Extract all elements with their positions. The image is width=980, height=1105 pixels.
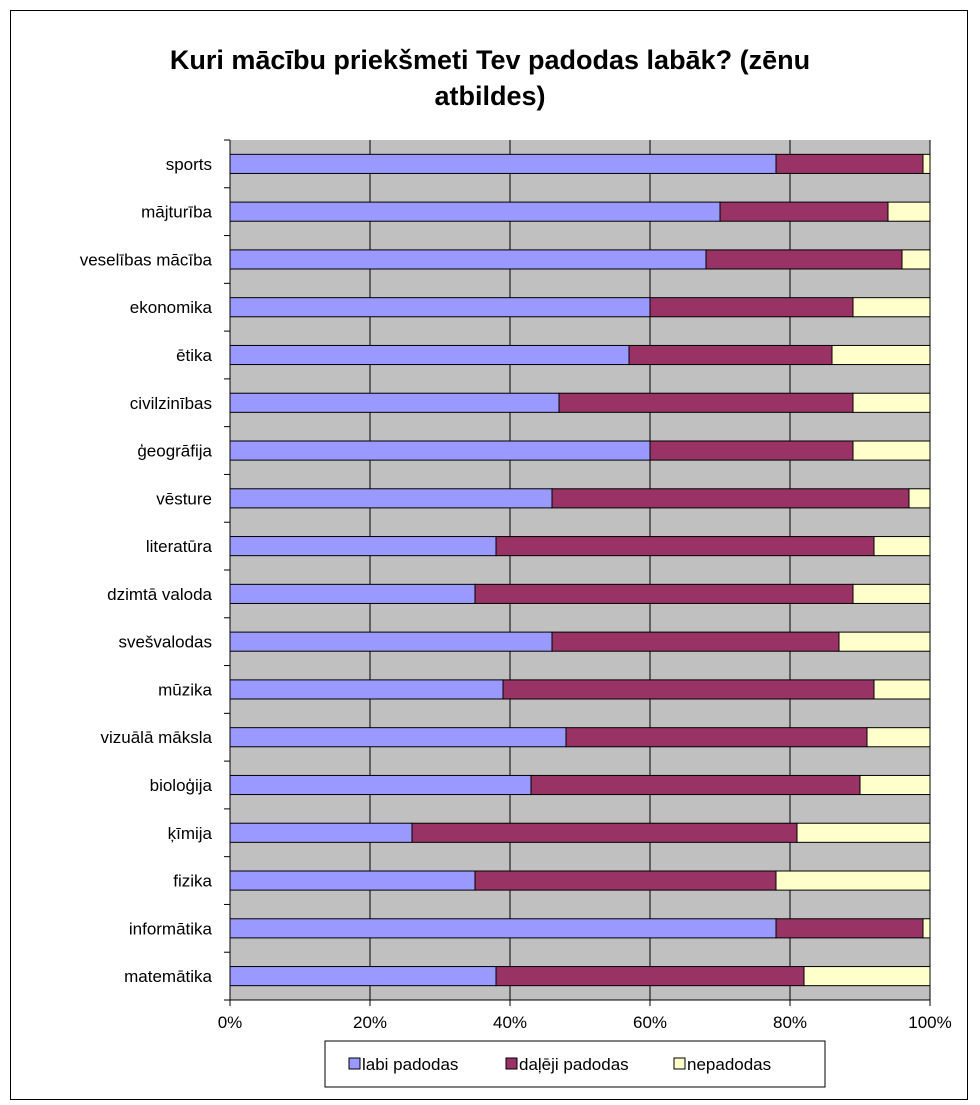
bar-segment [229, 201, 721, 222]
bar-segment [628, 344, 833, 366]
x-tick-label: 20% [353, 1013, 387, 1032]
bar-segment [852, 392, 931, 413]
bar-segment [866, 727, 931, 748]
bar-segment [229, 822, 413, 843]
category-label: ētika [176, 346, 212, 365]
bar-segment [649, 297, 854, 318]
legend-entry: labi padodas [362, 1055, 458, 1074]
bar-segment [831, 344, 931, 366]
bar-segment [229, 727, 567, 748]
bar-segment [887, 201, 931, 222]
category-label: vēsture [156, 489, 212, 508]
bar-segment [229, 918, 777, 939]
bar-segment [908, 488, 931, 509]
bar-segment [229, 297, 651, 318]
bar-segment [551, 488, 910, 509]
bar-segment [229, 870, 476, 891]
bar-segment [229, 249, 707, 270]
bar-segment [229, 631, 553, 652]
bar-segment [229, 153, 777, 174]
category-label: mūzika [158, 680, 212, 699]
category-label: matemātika [124, 967, 212, 986]
bar-segment [229, 679, 504, 700]
bar-segment [229, 536, 497, 557]
bar-segment [558, 392, 854, 413]
category-label: civilzinības [130, 394, 212, 413]
bar-segment [229, 440, 651, 461]
category-label: literatūra [146, 537, 213, 556]
bar-segment [649, 440, 854, 461]
bar-segment [796, 822, 931, 843]
legend-swatch [673, 1057, 686, 1070]
legend-box [324, 1040, 826, 1088]
category-label: sports [166, 155, 212, 174]
bar-segment [719, 201, 889, 222]
x-tick-label: 80% [773, 1013, 807, 1032]
plot-background [230, 140, 930, 1000]
bar-segment [859, 774, 931, 796]
plot-area: sports mājturība veselības mācība ekonomika… [80, 139, 952, 1032]
bar-segment [803, 966, 931, 987]
category-label: mājturība [141, 203, 212, 222]
category-label: svešvalodas [118, 633, 212, 652]
bar-segment [411, 822, 798, 843]
category-label: bioloģija [150, 776, 213, 795]
bar-segment [229, 392, 560, 413]
x-tick-label: 60% [633, 1013, 667, 1032]
bar-segment [565, 727, 868, 748]
bar-segment [922, 153, 931, 174]
chart-title: Kuri mācību priekšmeti Tev padodas labāk… [0, 42, 980, 114]
bar-segment [852, 297, 931, 318]
bar-segment [229, 774, 532, 796]
bar-segment [474, 583, 854, 604]
category-label: ķīmija [168, 824, 213, 843]
bar-segment [775, 153, 924, 174]
legend-swatch [505, 1057, 518, 1070]
bar-segment [852, 583, 931, 604]
bar-segment [530, 774, 861, 796]
bar-segment [922, 918, 931, 939]
bar-segment [775, 870, 931, 891]
legend-swatch [348, 1057, 361, 1070]
category-label: ekonomika [130, 298, 213, 317]
x-tick-label: 0% [218, 1013, 243, 1032]
category-label: vizuālā māksla [101, 728, 213, 747]
bar-segment [705, 249, 903, 270]
bar-segment [229, 966, 497, 987]
bar-segment [502, 679, 875, 700]
legend-entry: daļēji padodas [519, 1055, 629, 1074]
category-label: dzimtā valoda [107, 585, 212, 604]
bar-segment [495, 536, 875, 557]
bar-segment [775, 918, 924, 939]
chart-title-line2: atbildes) [434, 81, 546, 111]
bar-segment [551, 631, 840, 652]
chart-title-line1: Kuri mācību priekšmeti Tev padodas labāk… [169, 45, 811, 75]
legend-entry: nepadodas [687, 1055, 771, 1074]
bar-segment [873, 679, 931, 700]
category-label: informātika [129, 919, 213, 938]
category-label: veselības mācība [80, 250, 213, 269]
legend: labi padodas daļēji padodas nepadodas [324, 1040, 826, 1088]
category-label: fizika [173, 872, 212, 891]
bar-segment [229, 583, 476, 604]
bar-segment [901, 249, 931, 270]
bar-segment [852, 440, 931, 461]
bar-segment [495, 966, 805, 987]
x-tick-label: 40% [493, 1013, 527, 1032]
bar-segment [873, 536, 931, 557]
bar-segment [838, 631, 931, 652]
bar-segment [229, 344, 630, 366]
category-label: ģeogrāfija [137, 442, 212, 461]
bar-segment [229, 488, 553, 509]
bar-segment [474, 870, 777, 891]
x-tick-label: 100% [908, 1013, 951, 1032]
